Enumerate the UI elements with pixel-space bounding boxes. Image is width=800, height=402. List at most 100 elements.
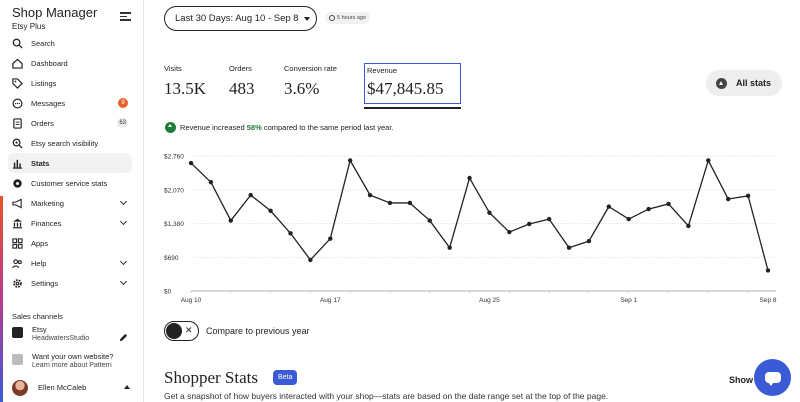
x-tick-label: Aug 17: [320, 297, 341, 304]
data-point: [566, 245, 572, 250]
metric-revenue[interactable]: Revenue $47,845.85: [364, 63, 461, 104]
data-point: [347, 158, 353, 163]
sidebar-nav: Search Dashboard Listings Messages 9 Ord…: [8, 33, 132, 293]
sidebar-item-label: Orders: [31, 118, 54, 128]
x-tick-label: Aug 25: [479, 297, 500, 304]
data-point: [427, 218, 432, 223]
last-updated-text: 5 hours ago: [337, 15, 367, 21]
x-tick-label: Aug 10: [181, 297, 202, 304]
home-icon: [12, 58, 23, 69]
all-stats-label: All stats: [736, 78, 772, 88]
gear-icon: [12, 278, 23, 289]
metric-visits[interactable]: Visits 13.5K: [164, 64, 206, 99]
x-tick-label: Sep 8: [760, 297, 777, 304]
data-point: [686, 223, 691, 229]
sidebar-item-label: Help: [31, 258, 47, 268]
sidebar-item-label: Stats: [31, 158, 50, 168]
main-content: Last 30 Days: Aug 10 - Sep 8 5 hours ago…: [145, 0, 800, 402]
data-point: [646, 206, 651, 212]
metric-label: Revenue: [367, 66, 398, 75]
revenue-chart: $2,760 $2,070 $1,380 $690 $0 Aug 10 Aug 17 Aug …: [145, 145, 800, 310]
messages-count-badge: 9: [118, 98, 128, 108]
sidebar-item-label: Listings: [31, 78, 57, 88]
bar-chart-icon: [12, 158, 23, 169]
channel-name: Etsy: [32, 325, 47, 334]
clock-icon: [329, 15, 335, 21]
caret-down-icon: [303, 16, 310, 21]
toggle-knob: [166, 323, 182, 339]
chevron-down-icon: [119, 217, 128, 226]
chat-support-button[interactable]: [754, 359, 791, 396]
sidebar-item-finances[interactable]: Finances: [8, 213, 132, 233]
website-question: Want your own website?: [32, 352, 114, 361]
sidebar-item-marketing[interactable]: Marketing: [8, 193, 132, 213]
metric-value: 483: [229, 79, 255, 98]
data-point: [507, 229, 512, 235]
grid-icon: [12, 237, 23, 249]
shopper-stats-title: Shopper Stats: [164, 368, 258, 387]
data-point: [586, 238, 592, 244]
show-link[interactable]: Show: [729, 375, 753, 385]
chevron-down-icon: [119, 197, 128, 206]
search-icon: [12, 38, 23, 49]
bank-icon: [12, 218, 23, 229]
data-point: [188, 160, 194, 166]
chevron-down-icon: [119, 257, 128, 266]
data-point: [626, 216, 631, 222]
beta-badge: Beta: [273, 370, 298, 385]
sidebar-item-search[interactable]: Search: [8, 33, 132, 53]
sidebar-item-help[interactable]: Help: [8, 253, 132, 273]
data-point: [745, 193, 751, 199]
all-stats-button[interactable]: All stats: [706, 70, 782, 96]
compare-label: Compare to previous year: [206, 326, 310, 336]
sidebar: Shop Manager Etsy Plus Search Dashboard …: [0, 0, 144, 402]
caret-up-icon: [124, 385, 130, 389]
data-point: [208, 179, 214, 185]
sidebar-item-label: Etsy search visibility: [31, 138, 99, 148]
data-point: [765, 268, 771, 273]
data-point: [546, 216, 552, 222]
plan-label: Etsy Plus: [12, 22, 46, 31]
sidebar-item-messages[interactable]: Messages 9: [8, 93, 132, 113]
menu-collapse-icon[interactable]: [120, 12, 131, 21]
close-icon: ✕: [185, 325, 193, 335]
metric-value: 3.6%: [284, 79, 320, 98]
sidebar-item-listings[interactable]: Listings: [8, 73, 132, 93]
etsy-channel[interactable]: Etsy HeadwatersStudio: [12, 325, 132, 345]
sales-channels-heading: Sales channels: [12, 312, 63, 321]
y-tick-label: $690: [164, 255, 179, 262]
chevron-down-icon: [119, 277, 128, 286]
user-menu[interactable]: Ellen McCaleb: [12, 380, 136, 396]
series-line: [190, 159, 769, 271]
sidebar-item-stats[interactable]: Stats: [8, 153, 132, 173]
sidebar-item-label: Finances: [31, 218, 62, 228]
data-point: [228, 218, 233, 223]
sidebar-item-dashboard[interactable]: Dashboard: [8, 53, 132, 73]
sidebar-item-orders[interactable]: Orders 63: [8, 113, 132, 133]
metric-conversion-rate[interactable]: Conversion rate 3.6%: [284, 64, 337, 99]
sidebar-item-apps[interactable]: Apps: [8, 233, 132, 253]
sidebar-item-label: Search: [31, 38, 55, 48]
sidebar-item-label: Customer service stats: [31, 178, 108, 188]
pencil-icon[interactable]: [119, 329, 128, 342]
data-point: [606, 204, 612, 209]
compare-toggle[interactable]: ✕: [164, 321, 199, 341]
people-icon: [12, 258, 23, 269]
date-range-dropdown[interactable]: Last 30 Days: Aug 10 - Sep 8: [164, 6, 317, 31]
data-point: [447, 245, 452, 250]
pattern-link[interactable]: Learn more about Pattern: [32, 362, 112, 369]
sidebar-item-search-visibility[interactable]: Etsy search visibility: [8, 133, 132, 153]
sidebar-item-label: Messages: [31, 98, 66, 108]
chart-up-icon: [716, 77, 727, 89]
etsy-logo: [12, 327, 23, 338]
metric-orders[interactable]: Orders 483: [229, 64, 255, 99]
clipboard-icon: [12, 117, 23, 129]
sidebar-item-settings[interactable]: Settings: [8, 273, 132, 293]
data-point: [467, 175, 472, 181]
metric-label: Orders: [229, 64, 252, 73]
data-point: [726, 196, 731, 202]
sidebar-item-customer-service[interactable]: Customer service stats: [8, 173, 132, 193]
revenue-insight: Revenue increased 58% compared to the sa…: [165, 122, 394, 133]
magnify-icon: [12, 138, 23, 149]
compare-toggle-row: ✕ Compare to previous year: [164, 321, 310, 341]
